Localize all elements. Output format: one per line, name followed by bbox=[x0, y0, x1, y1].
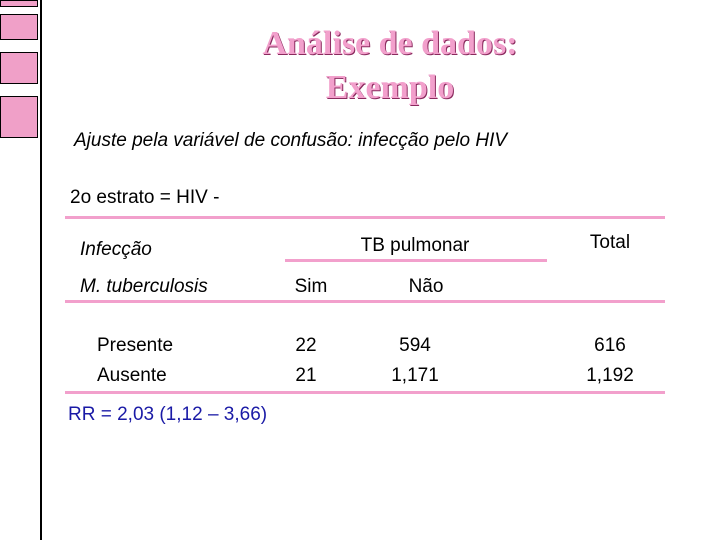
cell-ausente-total: 1,192 bbox=[586, 365, 634, 386]
decor-square bbox=[0, 96, 38, 138]
table-bottom-rule bbox=[65, 391, 665, 394]
header-bottom-rule bbox=[65, 300, 665, 303]
cell-presente-nao: 594 bbox=[399, 335, 431, 356]
relative-risk-result: RR = 2,03 (1,12 – 3,66) bbox=[68, 404, 268, 425]
decor-square bbox=[0, 52, 38, 84]
decor-square bbox=[0, 0, 38, 7]
cell-ausente-nao: 1,171 bbox=[391, 365, 439, 386]
header-m-tuberculosis: M. tuberculosis bbox=[80, 276, 208, 297]
header-nao: Não bbox=[408, 276, 444, 297]
slide-title: Análise de dados: Exemplo bbox=[170, 22, 610, 110]
header-infeccao: Infecção bbox=[80, 239, 152, 260]
header-total: Total bbox=[589, 232, 631, 253]
cell-ausente-sim: 21 bbox=[295, 365, 317, 386]
title-line-1: Análise de dados: bbox=[262, 25, 518, 62]
header-sim: Sim bbox=[294, 276, 328, 297]
row-label-ausente: Ausente bbox=[97, 365, 167, 386]
left-divider-line bbox=[40, 0, 42, 540]
row-label-presente: Presente bbox=[97, 335, 174, 356]
cell-presente-total: 616 bbox=[594, 335, 626, 356]
decor-square bbox=[0, 14, 38, 40]
header-tb-pulmonar: TB pulmonar bbox=[360, 235, 470, 256]
cell-presente-sim: 22 bbox=[295, 335, 317, 356]
tb-header-rule bbox=[285, 259, 547, 262]
stratum-label: 2o estrato = HIV - bbox=[70, 187, 220, 208]
title-line-2: Exemplo bbox=[325, 69, 455, 106]
slide-subtitle: Ajuste pela variável de confusão: infecç… bbox=[74, 130, 508, 151]
table-top-rule bbox=[65, 216, 665, 219]
